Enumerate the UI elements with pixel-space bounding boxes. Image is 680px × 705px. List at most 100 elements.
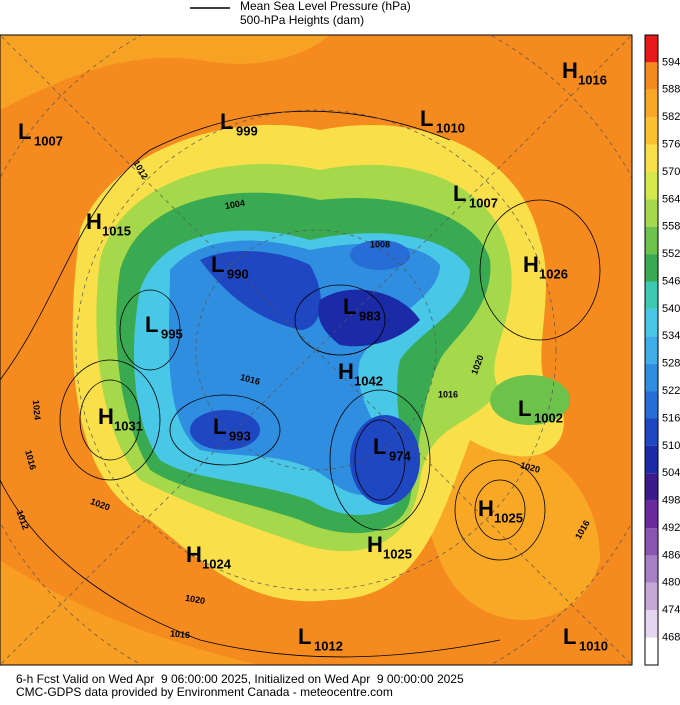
colorbar-swatch [645,226,658,255]
center-value: 974 [389,448,411,463]
center-letter: L [563,624,576,649]
center-letter: L [298,624,311,649]
colorbar-swatch [645,254,658,282]
colorbar-swatch [645,391,658,419]
center-letter: L [213,414,226,439]
colorbar-label: 522 [662,385,680,397]
center-letter: H [86,209,102,234]
colorbar-swatch [645,445,658,474]
colorbar-swatch [645,418,658,446]
colorbar-label: 468 [662,632,680,644]
colorbar-label: 474 [662,604,680,616]
colorbar-swatch [645,62,658,90]
center-letter: L [211,252,224,277]
center-letter: L [145,312,158,337]
region [318,289,420,347]
footer-text: 6-h Fcst Valid on Wed Apr 9 06:00:00 202… [16,672,464,686]
center-value: 1007 [34,133,63,148]
colorbar-swatch [645,610,658,638]
center-value: 1016 [578,72,607,87]
colorbar-swatch [645,528,658,556]
colorbar-label: 564 [662,193,680,205]
map-frame [0,34,633,666]
region [0,35,330,110]
colorbar-label: 504 [662,467,680,479]
colorbar-label: 528 [662,358,680,370]
center-value: 1002 [534,410,563,425]
center-letter: H [523,252,539,277]
colorbar-label: 558 [662,221,680,233]
colorbar-label: 582 [662,111,680,123]
legend-text: 500-hPa Heights (dam) [240,13,364,27]
center-value: 1026 [539,266,568,281]
center-letter: L [453,181,466,206]
region [350,240,410,270]
center-value: 1031 [114,418,143,433]
center-value: 990 [227,266,249,281]
colorbar-swatch [645,336,658,364]
colorbar-swatch [645,555,658,583]
colorbar-label: 594 [662,56,680,68]
colorbar-swatch [645,582,658,611]
center-letter: H [367,532,383,557]
center-value: 1025 [494,510,523,525]
center-value: 1025 [383,546,412,561]
center-value: 995 [161,326,183,341]
center-letter: L [518,396,531,421]
center-value: 993 [229,428,251,443]
center-value: 1015 [102,223,131,238]
isobar-label: 1004 [224,198,245,211]
center-value: 1010 [436,120,465,135]
isobar-label: 1016 [438,389,458,399]
colorbar-swatch [645,199,658,227]
footer-text: CMC-GDPS data provided by Environment Ca… [16,685,393,699]
colorbar-label: 540 [662,303,680,315]
colorbar-label: 486 [662,549,680,561]
colorbar-label: 588 [662,84,680,96]
region [190,410,260,450]
center-value: 1010 [579,638,608,653]
colorbar-label: 546 [662,275,680,287]
colorbar-label: 510 [662,440,680,452]
colorbar-swatch [645,144,658,172]
center-letter: L [220,109,233,134]
isobar-label: 1020 [184,593,205,606]
colorbar-frame [644,34,659,666]
colorbar-swatch [645,89,658,118]
center-value: 1024 [202,556,232,571]
center-letter: H [338,359,354,384]
center-letter: H [186,542,202,567]
colorbar-swatch [645,473,658,501]
colorbar-label: 576 [662,138,680,150]
region [490,375,570,425]
colorbar-label: 552 [662,248,680,260]
center-letter: L [420,106,433,131]
colorbar-label: 534 [662,330,680,342]
isobar-label: 1008 [370,239,390,249]
colorbar-swatch [645,308,658,337]
colorbar-label: 570 [662,166,680,178]
center-letter: L [18,119,31,144]
region [419,428,600,620]
colorbar-swatch [645,171,658,200]
colorbar-label: 498 [662,495,680,507]
center-letter: L [373,434,386,459]
region [0,560,260,665]
colorbar-swatch [645,35,658,63]
center-letter: H [562,58,578,83]
center-letter: H [98,404,114,429]
legend-text: Mean Sea Level Pressure (hPa) [240,0,411,13]
center-letter: L [343,294,356,319]
isobars [0,110,601,658]
colorbar-swatch [645,117,658,145]
center-value: 999 [236,123,258,138]
isobar-label: 1024 [31,400,43,421]
region [200,250,321,330]
center-value: 983 [359,308,381,323]
region [350,415,420,505]
colorbar-swatch [645,281,658,309]
colorbar-label: 492 [662,522,680,534]
colorbar-swatch [645,363,658,392]
